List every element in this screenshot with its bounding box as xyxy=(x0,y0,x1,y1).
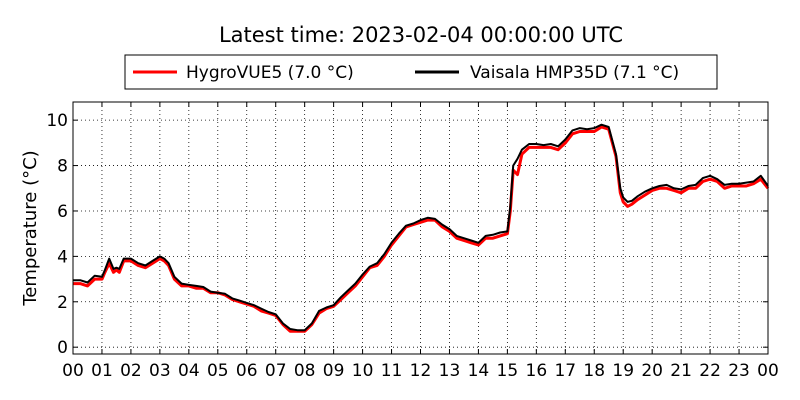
y-tick-label: 2 xyxy=(57,293,68,313)
x-tick-label: 15 xyxy=(497,361,519,381)
x-tick-label: 14 xyxy=(468,361,490,381)
x-tick-label: 00 xyxy=(62,361,84,381)
grid xyxy=(73,102,768,354)
chart-title: Latest time: 2023-02-04 00:00:00 UTC xyxy=(219,23,623,47)
series-line-vaisala-hmp35d xyxy=(73,123,769,332)
legend-label: Vaisala HMP35D (7.1 °C) xyxy=(470,63,679,83)
x-tick-label: 20 xyxy=(641,361,663,381)
x-tick-label: 01 xyxy=(91,361,113,381)
x-tick-label: 16 xyxy=(526,361,548,381)
x-tick-label: 00 xyxy=(757,361,779,381)
x-tick-label: 09 xyxy=(323,361,345,381)
x-tick-label: 03 xyxy=(149,361,171,381)
y-axis-label: Temperature (°C) xyxy=(20,150,41,306)
x-tick-label: 04 xyxy=(178,361,200,381)
x-tick-label: 21 xyxy=(670,361,692,381)
y-tick-label: 4 xyxy=(57,247,68,267)
series-line-hygrovue5 xyxy=(73,125,770,333)
x-tick-label: 18 xyxy=(583,361,605,381)
x-tick-label: 13 xyxy=(439,361,461,381)
y-tick-label: 0 xyxy=(57,338,68,358)
legend: HygroVUE5 (7.0 °C) Vaisala HMP35D (7.1 °C… xyxy=(124,54,718,90)
x-axis: 00 01 02 03 04 05 06 07 08 09 10 11 12 13 14 15 16 17 18 19… xyxy=(62,102,779,381)
x-tick-label: 22 xyxy=(699,361,721,381)
x-tick-label: 19 xyxy=(612,361,634,381)
x-tick-label: 11 xyxy=(381,361,403,381)
legend-label: HygroVUE5 (7.0 °C) xyxy=(186,63,354,83)
x-tick-label: 10 xyxy=(352,361,374,381)
y-axis: 0 2 4 6 8 10 xyxy=(46,111,768,358)
x-tick-label: 05 xyxy=(207,361,229,381)
x-tick-label: 06 xyxy=(236,361,258,381)
x-tick-label: 17 xyxy=(554,361,576,381)
x-tick-label: 08 xyxy=(294,361,316,381)
x-tick-label: 07 xyxy=(265,361,287,381)
y-tick-label: 8 xyxy=(57,157,68,177)
series-layer xyxy=(73,123,770,333)
y-tick-label: 6 xyxy=(57,202,68,222)
x-tick-label: 23 xyxy=(728,361,750,381)
x-tick-label: 02 xyxy=(120,361,142,381)
x-tick-label: 12 xyxy=(410,361,432,381)
plot-frame xyxy=(72,101,769,355)
y-tick-label: 10 xyxy=(46,111,68,131)
